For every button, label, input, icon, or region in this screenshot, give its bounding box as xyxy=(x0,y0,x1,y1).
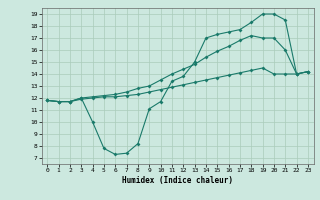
X-axis label: Humidex (Indice chaleur): Humidex (Indice chaleur) xyxy=(122,176,233,185)
